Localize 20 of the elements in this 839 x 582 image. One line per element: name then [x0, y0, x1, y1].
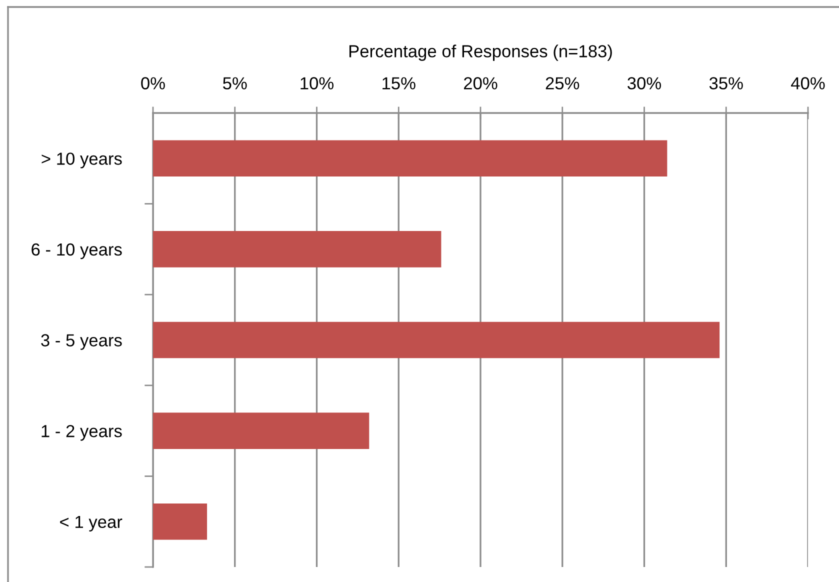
- bar: [153, 140, 668, 177]
- y-tick-label: 1 - 2 years: [42, 424, 122, 441]
- bar: [153, 412, 370, 449]
- y-tick-label: 6 - 10 years: [32, 243, 122, 260]
- bar: [153, 231, 442, 268]
- x-tick-label: 15%: [382, 77, 416, 90]
- x-tick-label: 10%: [300, 77, 334, 90]
- x-tick-label: 30%: [628, 77, 662, 90]
- x-tick-label: 35%: [709, 77, 743, 90]
- x-tick-label: 0%: [141, 77, 165, 90]
- y-tick-label: 3 - 5 years: [41, 334, 122, 350]
- y-tick-label: > 10 years: [42, 152, 122, 168]
- x-tick-label: 25%: [546, 77, 580, 90]
- y-tick-label: < 1 year: [60, 516, 122, 532]
- x-axis-title: Percentage of Responses (n=183): [349, 44, 612, 61]
- x-tick-label: 20%: [464, 77, 498, 90]
- bar: [153, 503, 208, 540]
- x-tick-label: 5%: [223, 77, 247, 90]
- bar: [153, 322, 720, 358]
- x-tick-label: 40%: [791, 77, 825, 90]
